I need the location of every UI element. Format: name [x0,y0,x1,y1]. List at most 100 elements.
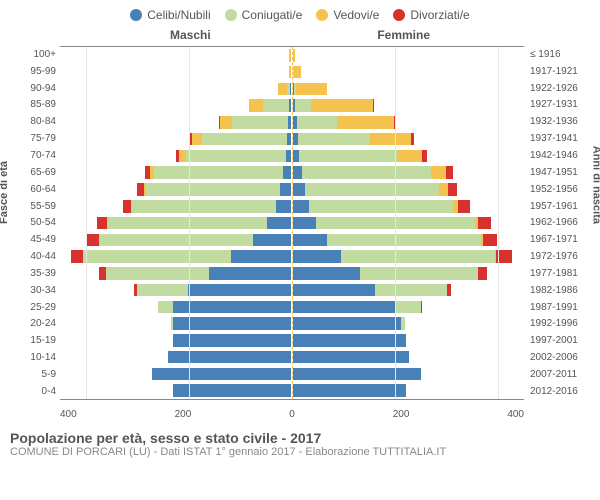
legend-dot [225,9,237,21]
male-bar [60,267,291,280]
segment [373,99,374,112]
female-bar [293,334,524,347]
age-label: 40-44 [0,251,56,262]
segment [401,317,405,330]
birth-label: 1987-1991 [530,302,600,313]
segment [483,234,497,247]
segment [396,301,422,314]
segment [179,150,186,163]
age-label: 20-24 [0,318,56,329]
segment [253,234,291,247]
segment [283,166,291,179]
female-bar [293,83,524,96]
segment [280,183,291,196]
age-label: 30-34 [0,285,56,296]
male-bar [60,166,291,179]
male-bar [60,384,291,397]
segment [209,267,291,280]
segment [202,133,287,146]
male-bar [60,116,291,129]
male-bar [60,217,291,230]
male-bar [60,368,291,381]
segment [83,250,232,263]
birth-label: 1997-2001 [530,335,600,346]
birth-label: 1977-1981 [530,268,600,279]
age-label: 100+ [0,49,56,60]
male-bar [60,99,291,112]
birth-label: 1937-1941 [530,133,600,144]
segment [316,217,475,230]
segment [375,284,447,297]
segment [478,267,487,280]
legend-dot [130,9,142,21]
segment [123,200,131,213]
age-label: 95-99 [0,66,56,77]
male-bar [60,183,291,196]
age-label: 85-89 [0,99,56,110]
segment [394,116,396,129]
age-label: 55-59 [0,201,56,212]
male-bar [60,234,291,247]
male-bar [60,133,291,146]
birth-label: 1927-1931 [530,99,600,110]
legend-label: Celibi/Nubili [147,8,210,22]
segment [289,99,291,112]
segment [311,99,373,112]
segment [293,200,309,213]
age-label: 65-69 [0,167,56,178]
birth-label: 1917-1921 [530,66,600,77]
segment [108,217,267,230]
x-tick: 200 [393,409,410,420]
segment [370,133,411,146]
male-bar [60,200,291,213]
female-bar [293,301,524,314]
female-bar [293,133,524,146]
segment [106,267,209,280]
female-bar [293,116,524,129]
segment [168,351,291,364]
x-tick: 400 [507,409,524,420]
segment [263,99,289,112]
segment [154,166,282,179]
segment [86,234,98,247]
birth-label: 1952-1956 [530,184,600,195]
segment [327,234,481,247]
segment [293,368,421,381]
age-label: 70-74 [0,150,56,161]
segment [152,368,291,381]
segment [286,150,291,163]
segment [447,284,451,297]
segment [293,384,406,397]
birth-label: 2012-2016 [530,386,600,397]
segment [249,99,263,112]
legend-item: Celibi/Nubili [130,8,210,22]
segment [276,200,291,213]
segment [99,267,106,280]
segment [137,284,188,297]
females-header: Femmine [377,28,430,42]
legend-item: Vedovi/e [316,8,379,22]
segment [293,166,302,179]
female-bar [293,150,524,163]
legend-item: Coniugati/e [225,8,303,22]
segment [288,116,291,129]
birth-label: 1942-1946 [530,150,600,161]
birth-label: 1947-1951 [530,167,600,178]
segment [296,83,327,96]
segment [295,99,311,112]
female-bar [293,267,524,280]
center-line [292,47,293,399]
legend-label: Coniugati/e [242,8,303,22]
segment [302,166,430,179]
x-tick: 400 [60,409,77,420]
segment [297,116,337,129]
segment [293,301,396,314]
segment [446,166,453,179]
segment [137,183,144,196]
male-bar [60,284,291,297]
female-bar [293,66,524,79]
birth-label: 1922-1926 [530,83,600,94]
segment [293,183,305,196]
segment [422,150,427,163]
segment [293,334,406,347]
